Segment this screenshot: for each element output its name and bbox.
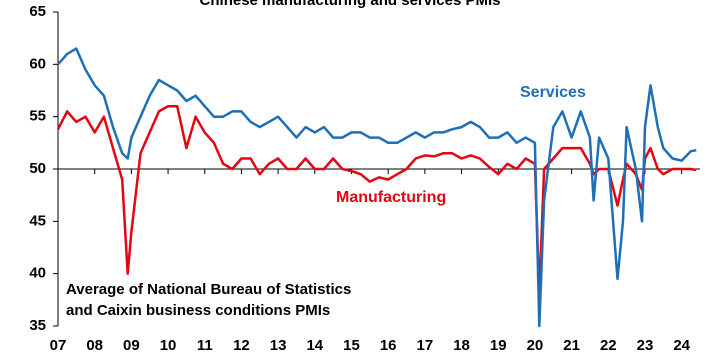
y-tick-label: 60 xyxy=(29,55,46,72)
x-tick-label: 08 xyxy=(86,337,103,354)
x-tick-label: 23 xyxy=(637,337,654,354)
y-tick-label: 40 xyxy=(29,265,46,282)
y-tick-label: 55 xyxy=(29,108,46,125)
y-tick-label: 35 xyxy=(29,317,46,334)
x-tick-label: 11 xyxy=(197,337,213,354)
x-tick-label: 24 xyxy=(673,337,690,354)
x-tick-label: 14 xyxy=(306,337,323,354)
x-tick-label: 12 xyxy=(233,337,250,354)
x-tick-label: 07 xyxy=(50,337,67,354)
annotation: Average of National Bureau of Statistics xyxy=(66,281,351,298)
y-tick-label: 65 xyxy=(29,3,46,20)
x-tick-label: 10 xyxy=(160,337,177,354)
x-tick-label: 22 xyxy=(600,337,617,354)
x-tick-label: 13 xyxy=(270,337,287,354)
x-tick-label: 15 xyxy=(343,337,360,354)
series-line xyxy=(56,104,697,296)
x-tick-label: 19 xyxy=(490,337,507,354)
series-label: Services xyxy=(520,84,586,101)
y-tick-label: 45 xyxy=(29,212,46,229)
x-tick-label: 20 xyxy=(527,337,544,354)
y-tick-label: 50 xyxy=(29,160,46,177)
series-label: Manufacturing xyxy=(336,189,446,206)
x-tick-label: 09 xyxy=(123,337,140,354)
chart-title: Chinese manufacturing and services PMIs xyxy=(200,0,501,9)
x-tick-label: 17 xyxy=(417,337,434,354)
annotation: and Caixin business conditions PMIs xyxy=(66,302,330,319)
series-line xyxy=(57,47,697,328)
x-tick-label: 18 xyxy=(453,337,470,354)
x-tick-label: 21 xyxy=(563,337,580,354)
x-tick-label: 16 xyxy=(380,337,397,354)
